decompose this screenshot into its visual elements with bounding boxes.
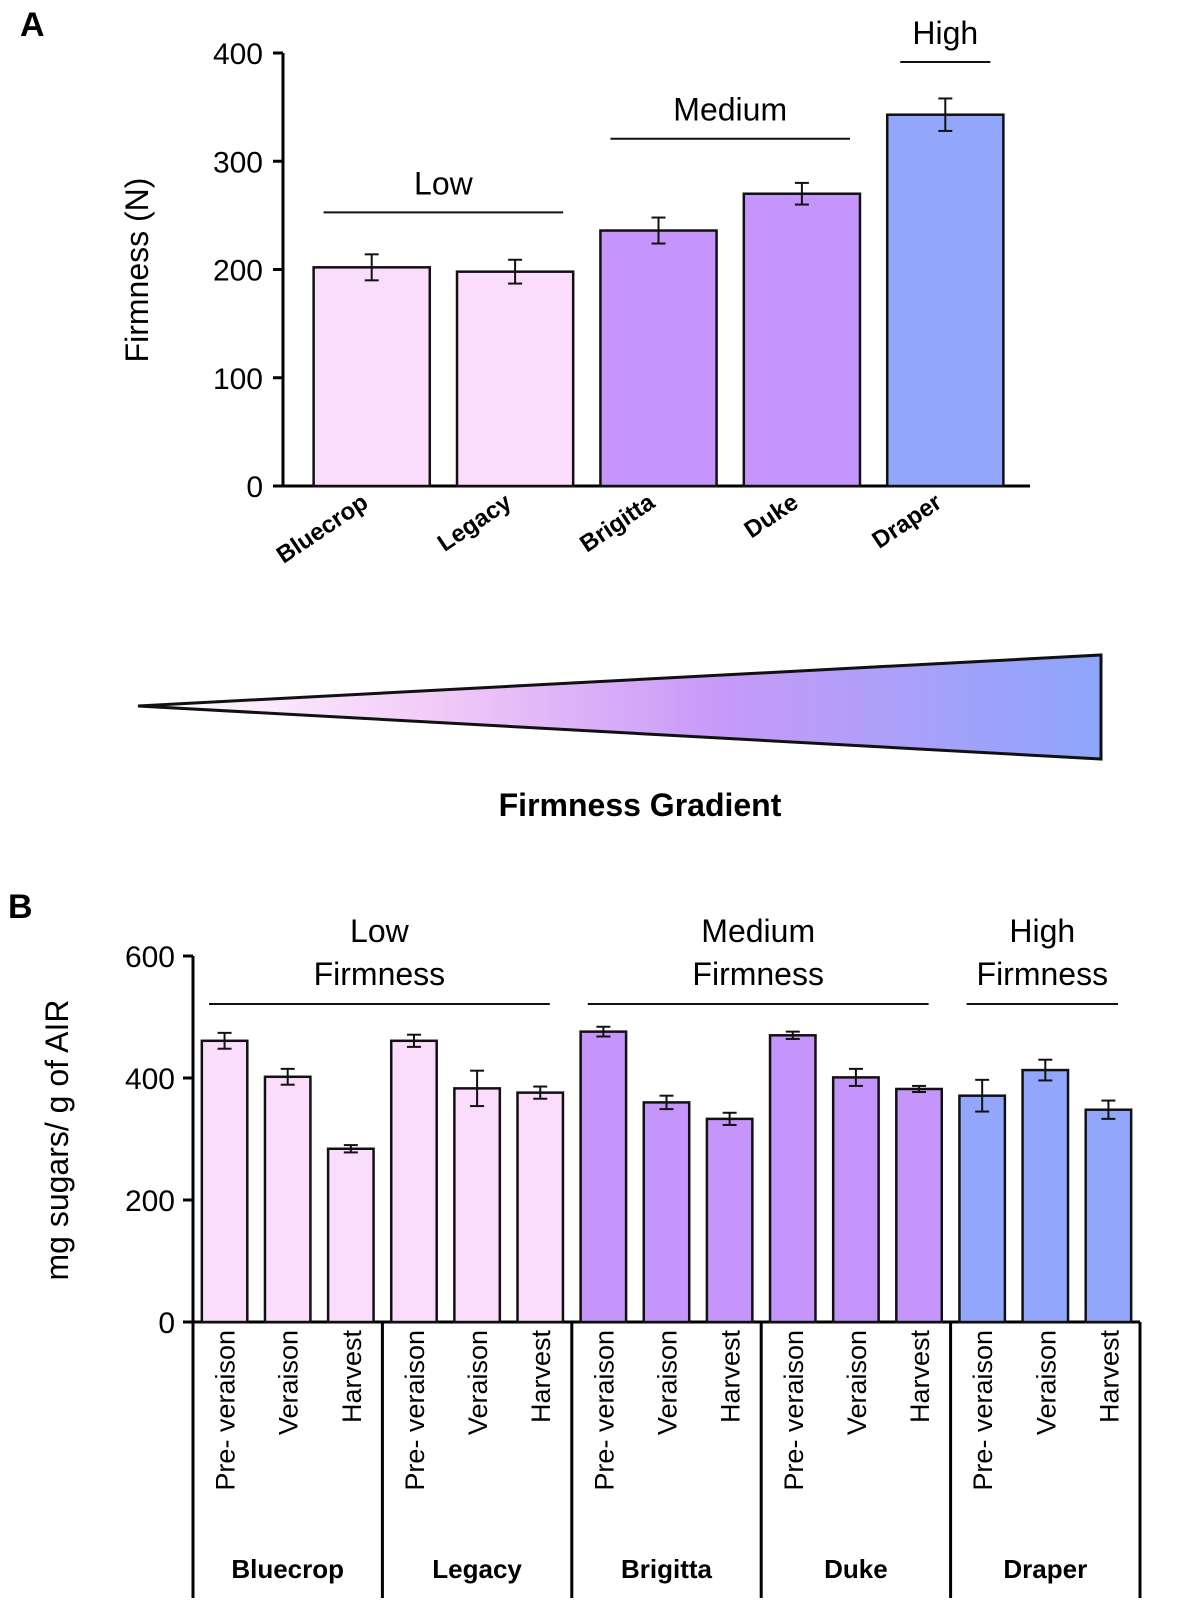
bar-brigitta-0 [579,1030,628,1324]
bar-draper-2 [1084,1108,1133,1324]
bar-bluecrop [312,266,432,488]
bar-legacy [455,270,575,488]
x-tick-label-legacy: Legacy [433,488,517,557]
stage-label-bluecrop-0: Pre- veraison [211,1330,241,1491]
firmness-gradient-wedge [137,653,1103,761]
stage-label-brigitta-1: Veraison [653,1330,683,1435]
bar-legacy-0 [389,1039,438,1324]
bar-legacy-2 [516,1091,565,1324]
group-label-medium: Medium [673,92,787,128]
y-tick-label: 400 [125,1063,175,1096]
bar-draper-1 [1021,1068,1070,1324]
cultivar-label-duke: Duke [824,1554,888,1584]
x-tick-label-draper: Draper [867,489,946,555]
stage-label-duke-1: Veraison [842,1330,872,1435]
bar-draper [885,113,1005,488]
bar-duke-0 [768,1034,817,1324]
y-tick-label: 600 [125,941,175,974]
group-label-medium-line1: Medium [701,913,815,949]
group-label-low-line1: Low [350,913,410,949]
bar-brigitta [599,229,718,488]
bar-draper-0 [958,1094,1007,1324]
y-tick-label: 400 [213,38,263,71]
group-label-medium-line2: Firmness [692,956,824,992]
bar-legacy-1 [453,1087,502,1324]
panel-a-label: A [20,6,45,44]
stage-label-draper-0: Pre- veraison [968,1330,998,1491]
cultivar-label-legacy: Legacy [432,1554,522,1584]
y-tick-label: 100 [213,363,263,396]
stage-label-bluecrop-2: Harvest [337,1330,367,1424]
x-tick-label-bluecrop: Bluecrop [272,489,373,570]
stage-label-legacy-2: Harvest [526,1330,556,1424]
stage-label-draper-1: Veraison [1031,1330,1061,1435]
y-tick-label: 0 [158,1307,175,1340]
group-label-high-line2: Firmness [977,956,1109,992]
x-tick-label-brigitta: Brigitta [575,488,660,558]
bar-duke [742,192,862,488]
stage-label-brigitta-2: Harvest [716,1330,746,1424]
bar-bluecrop-0 [200,1039,249,1324]
firmness-chart: 0 100 200 300 400 Firmness (N) Bluecrop Legacy B… [119,15,1030,569]
stage-label-legacy-1: Veraison [463,1330,493,1435]
stage-label-duke-2: Harvest [905,1330,935,1424]
cultivar-label-draper: Draper [1003,1554,1087,1584]
stage-label-bluecrop-1: Veraison [274,1330,304,1435]
bar-brigitta-2 [705,1117,754,1324]
cultivar-label-bluecrop: Bluecrop [231,1554,344,1584]
y-tick-label: 0 [246,471,263,504]
y-tick-label: 300 [213,146,263,179]
y-tick-label: 200 [125,1185,175,1218]
y-tick-label: 200 [213,255,263,288]
y-axis-title: mg sugars/ g of AIR [39,999,75,1280]
group-label-high: High [912,15,978,51]
stage-label-legacy-0: Pre- veraison [400,1330,430,1491]
stage-label-draper-2: Harvest [1094,1330,1124,1424]
panel-b-label: B [8,888,33,926]
group-label-high-line1: High [1009,913,1075,949]
bar-bluecrop-1 [263,1075,312,1324]
group-label-low: Low [414,165,474,201]
cultivar-label-brigitta: Brigitta [621,1554,713,1584]
bar-duke-2 [895,1087,944,1324]
bar-duke-1 [831,1076,880,1324]
bar-brigitta-1 [642,1101,691,1324]
group-label-low-line2: Firmness [314,956,446,992]
bar-bluecrop-2 [326,1147,375,1324]
stage-label-brigitta-0: Pre- veraison [589,1330,619,1491]
sugars-chart: 0 200 400 600 mg sugars/ g of AIR Pre- verais… [39,913,1142,1598]
firmness-gradient-label: Firmness Gradient [499,787,782,823]
y-axis-title: Firmness (N) [119,178,155,363]
stage-label-duke-0: Pre- veraison [779,1330,809,1491]
x-tick-label-duke: Duke [740,489,804,544]
